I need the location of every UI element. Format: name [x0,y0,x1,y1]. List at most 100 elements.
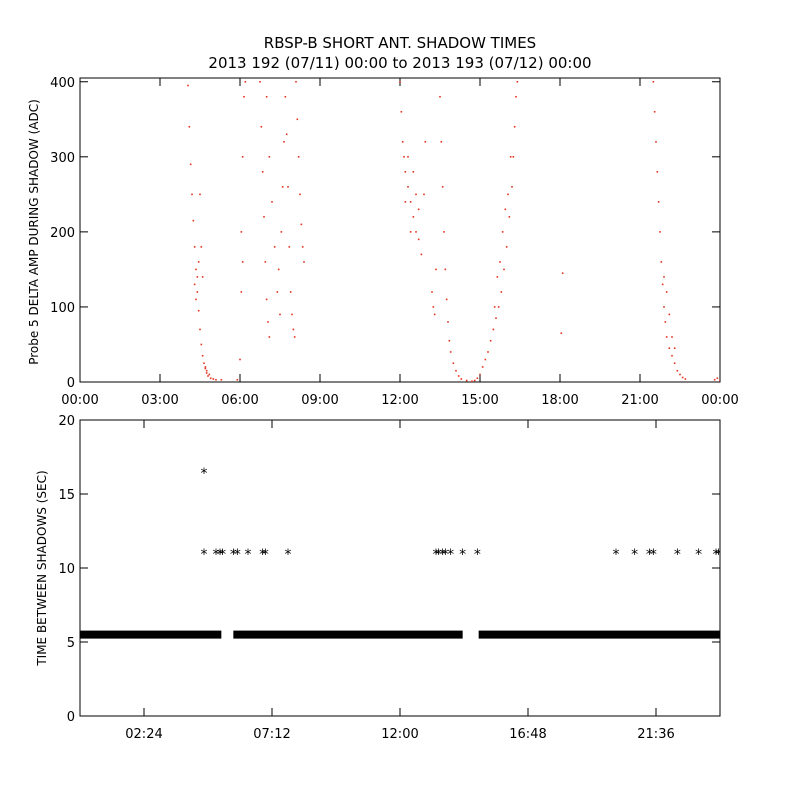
top-data-point [653,110,656,113]
chart-subtitle: 2013 192 (07/11) 00:00 to 2013 193 (07/1… [208,54,591,72]
top-data-point [652,80,655,83]
top-data-point [440,141,443,143]
top-y-tick-label: 100 [50,301,75,316]
top-data-point [439,95,441,98]
bottom-data-point: * [285,547,292,563]
top-data-point [263,216,265,218]
top-data-point [268,156,271,158]
top-data-point [501,231,504,233]
bottom-x-tick-label: 02:24 [125,727,162,742]
top-data-point [207,375,209,377]
top-data-point [516,80,519,83]
top-data-point [268,336,271,338]
top-data-point [289,291,292,293]
top-data-point [452,362,455,365]
top-data-point [404,171,407,173]
top-data-point [291,313,293,316]
top-x-tick-label: 12:00 [381,393,418,408]
top-data-point [412,171,415,173]
top-data-point [435,268,437,271]
top-data-point [412,216,415,218]
top-data-point [209,377,212,380]
top-data-point [505,246,508,248]
top-data-point [205,372,208,374]
top-data-point [496,276,499,278]
top-data-point [204,367,207,370]
top-data-point [719,379,720,382]
top-data-point [493,306,496,308]
top-data-point [199,328,201,331]
top-data-point [273,246,276,248]
top-data-point [240,291,243,293]
top-data-point [279,313,281,316]
bottom-data-point: * [230,547,237,563]
top-data-point [188,125,191,128]
bottom-data-point: * [447,547,454,563]
top-data-point [500,291,503,293]
top-data-point [212,378,215,380]
top-data-point [673,347,676,350]
top-data-point [479,373,481,376]
top-data-point [407,156,409,158]
top-data-point [561,272,564,274]
bottom-data-point: * [713,547,720,563]
top-data-point [236,378,239,381]
top-data-point [199,193,201,196]
bottom-y-axis-label: TIME BETWEEN SHADOWS (SEC) [35,470,49,666]
bottom-data-point: * [674,547,681,563]
bottom-data-point: * [259,547,266,563]
bottom-data-point: * [234,547,241,563]
top-data-point [460,378,463,380]
top-data-point [265,298,268,301]
top-data-point [417,208,420,211]
bottom-y-tick-label: 20 [58,414,75,429]
top-data-point [303,261,305,263]
top-y-tick-label: 0 [67,376,75,391]
bottom-data-point: * [715,547,722,563]
top-data-point [200,343,203,346]
top-data-point [244,80,247,83]
top-data-point [196,276,199,278]
top-data-point [445,298,448,301]
top-data-point [512,156,515,158]
top-data-point [265,95,268,98]
top-data-point [197,261,200,263]
bottom-data-point: * [650,547,657,563]
top-data-point [241,261,244,263]
top-data-point [661,283,664,286]
top-data-point [280,231,283,233]
top-data-point [276,291,279,293]
top-data-point [509,156,512,158]
chart-title: RBSP-B SHORT ANT. SHADOW TIMES [264,34,536,52]
top-data-point [243,95,245,98]
top-data-point [676,369,679,372]
top-data-point [497,306,500,308]
top-data-point [271,201,273,203]
top-data-point [299,193,301,196]
bottom-y-tick-label: 15 [58,488,75,503]
top-data-point [664,321,667,323]
top-data-point [665,291,668,293]
top-data-point [444,268,447,271]
top-data-point [492,328,495,331]
top-data-point [189,163,192,166]
top-data-point [192,219,195,222]
top-data-point [283,141,285,143]
top-y-tick-label: 400 [50,76,75,91]
top-data-point [513,125,516,128]
bottom-y-tick-label: 0 [67,710,75,725]
bottom-baseline-band [80,630,222,639]
top-data-point [203,362,205,365]
top-data-point [407,186,409,188]
top-data-point [716,377,719,380]
top-data-point [200,246,203,248]
top-data-point [684,378,687,380]
top-data-point [713,378,716,381]
top-data-point [465,379,468,382]
bottom-data-points: ** *** ** * ** * ***** * * * * ** * * ** [80,466,722,639]
top-data-point [424,141,427,143]
top-data-point [560,332,563,335]
top-data-point [417,238,420,241]
